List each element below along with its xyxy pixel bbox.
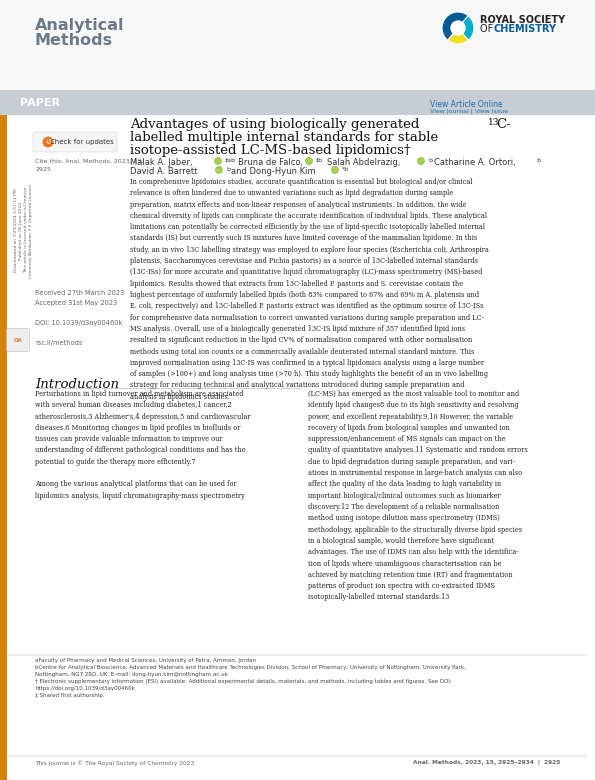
Text: 2925: 2925 xyxy=(35,167,51,172)
Text: PAPER: PAPER xyxy=(20,98,60,108)
FancyBboxPatch shape xyxy=(33,132,117,152)
Text: bCentre for Analytical Bioscience, Advanced Materials and Healthcare Technologie: bCentre for Analytical Bioscience, Advan… xyxy=(35,665,466,677)
Circle shape xyxy=(305,158,312,165)
Text: David A. Barrett: David A. Barrett xyxy=(130,167,198,176)
Text: labelled multiple internal standards for stable: labelled multiple internal standards for… xyxy=(130,131,439,144)
Text: Catharine A. Ortori,: Catharine A. Ortori, xyxy=(434,158,516,167)
Circle shape xyxy=(418,158,424,165)
Text: aFaculty of Pharmacy and Medical Sciences, University of Petra, Amman, Jordan: aFaculty of Pharmacy and Medical Science… xyxy=(35,658,256,663)
FancyBboxPatch shape xyxy=(0,90,595,115)
Text: Introduction: Introduction xyxy=(35,378,119,391)
Text: ‡b: ‡b xyxy=(316,158,323,163)
Circle shape xyxy=(215,166,223,173)
Text: This journal is © The Royal Society of Chemistry 2023: This journal is © The Royal Society of C… xyxy=(35,760,194,766)
Text: Malak A. Jaber,: Malak A. Jaber, xyxy=(130,158,193,167)
Text: Commons Attribution 3.0 Unported Licence.: Commons Attribution 3.0 Unported Licence… xyxy=(29,183,33,278)
FancyBboxPatch shape xyxy=(0,115,7,780)
Text: ↺: ↺ xyxy=(45,139,51,145)
Text: b: b xyxy=(536,158,540,163)
Text: Analytical: Analytical xyxy=(35,18,124,33)
Text: This article is licensed under a Creative: This article is licensed under a Creativ… xyxy=(24,186,28,273)
Text: 13: 13 xyxy=(488,118,499,127)
Text: Cite this: Anal. Methods, 2023, 15,: Cite this: Anal. Methods, 2023, 15, xyxy=(35,159,143,164)
Text: CHEMISTRY: CHEMISTRY xyxy=(494,24,557,34)
Text: OA: OA xyxy=(14,338,23,342)
Text: OF: OF xyxy=(480,24,496,34)
Circle shape xyxy=(215,158,221,165)
Text: In comprehensive lipidomics studies, accurate quantification is essential but bi: In comprehensive lipidomics studies, acc… xyxy=(130,178,489,401)
Text: Advantages of using biologically generated: Advantages of using biologically generat… xyxy=(130,118,424,131)
Text: and Dong-Hyun Kim: and Dong-Hyun Kim xyxy=(231,167,315,176)
Text: (LC-MS) has emerged as the most valuable tool to monitor and
identify lipid chan: (LC-MS) has emerged as the most valuable… xyxy=(308,390,528,601)
Text: ‡ab: ‡ab xyxy=(225,158,236,163)
FancyBboxPatch shape xyxy=(0,0,595,90)
Text: Received 27th March 2023
Accepted 31st May 2023

DOI: 10.1039/d3ay00460k

rsc.li: Received 27th March 2023 Accepted 31st M… xyxy=(35,290,124,346)
Text: Downloaded on 7/29/2024 3:57:11 PM.: Downloaded on 7/29/2024 3:57:11 PM. xyxy=(14,187,18,272)
Wedge shape xyxy=(447,28,468,44)
Text: Methods: Methods xyxy=(35,33,113,48)
Text: Bruna de Falco,: Bruna de Falco, xyxy=(238,158,303,167)
Text: isotope-assisted LC-MS-based lipidomics†: isotope-assisted LC-MS-based lipidomics† xyxy=(130,144,411,157)
Text: b: b xyxy=(428,158,432,163)
Circle shape xyxy=(42,136,54,147)
Text: *b: *b xyxy=(342,167,349,172)
Text: View Journal | View Issue: View Journal | View Issue xyxy=(430,108,508,114)
Text: ‡ Shared first authorship.: ‡ Shared first authorship. xyxy=(35,693,105,699)
FancyBboxPatch shape xyxy=(7,328,30,352)
Text: † Electronic supplementary information (ESI) available: Additional experimental : † Electronic supplementary information (… xyxy=(35,679,452,691)
Text: C-: C- xyxy=(496,118,511,131)
Circle shape xyxy=(450,20,466,36)
Text: Salah Abdelrazig,: Salah Abdelrazig, xyxy=(327,158,400,167)
Wedge shape xyxy=(458,16,474,41)
Text: b: b xyxy=(226,167,230,172)
Wedge shape xyxy=(442,12,468,41)
Text: Anal. Methods, 2023, 15, 2925–2934  |  2925: Anal. Methods, 2023, 15, 2925–2934 | 292… xyxy=(412,760,560,765)
Text: View Article Online: View Article Online xyxy=(430,100,503,109)
Circle shape xyxy=(331,166,339,173)
Text: Perturbations in lipid turnover and metabolism are associated
with several human: Perturbations in lipid turnover and meta… xyxy=(35,390,250,500)
Text: ROYAL SOCIETY: ROYAL SOCIETY xyxy=(480,15,565,25)
Text: Published on 06 June 2023.: Published on 06 June 2023. xyxy=(19,200,23,260)
Text: Check for updates: Check for updates xyxy=(50,139,114,145)
